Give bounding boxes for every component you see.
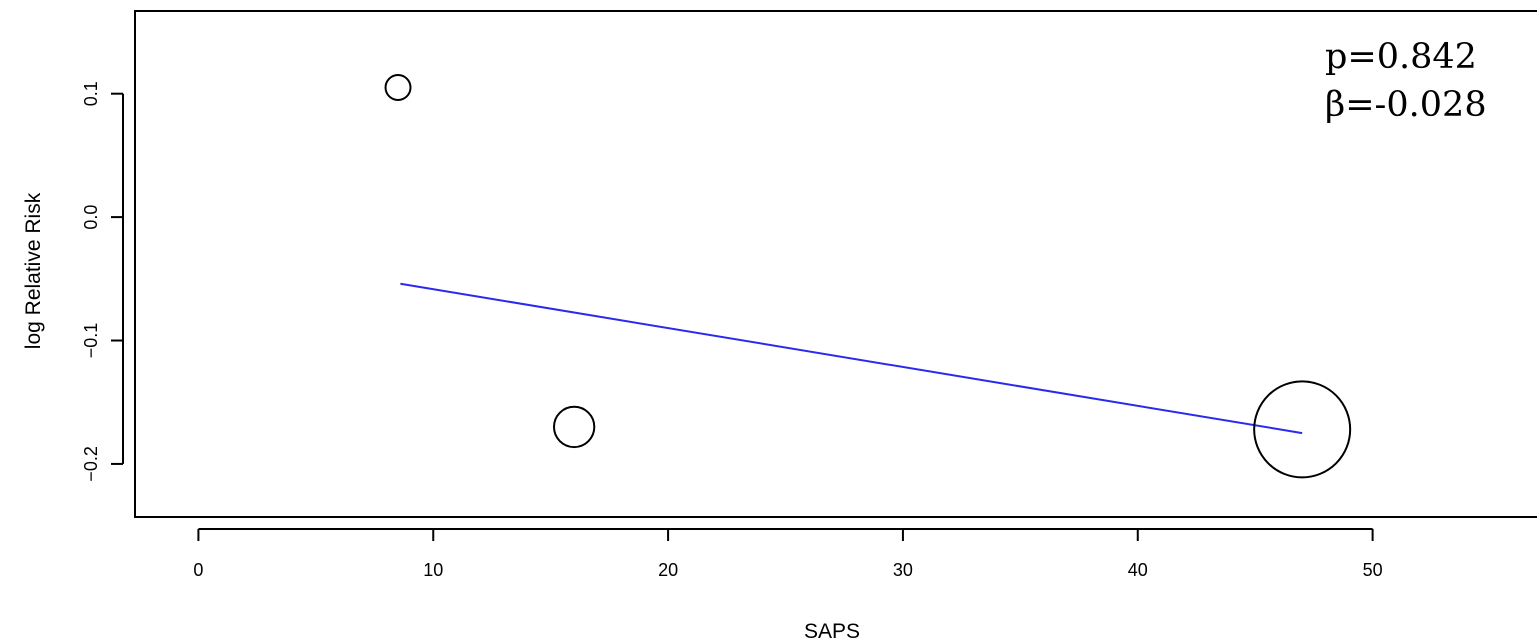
data-point bbox=[552, 405, 596, 449]
y-tick-label: 0.1 bbox=[81, 81, 101, 106]
x-axis-title: SAPS bbox=[804, 620, 860, 643]
plot-frame bbox=[134, 10, 1537, 518]
regression-line bbox=[400, 282, 1303, 435]
y-axis-title: log Relative Risk bbox=[22, 192, 45, 349]
points-group bbox=[384, 74, 1352, 479]
x-axis: 0 10 20 30 40 50 bbox=[193, 528, 1383, 580]
x-tick-label: 30 bbox=[893, 560, 913, 580]
x-tick-label: 0 bbox=[193, 560, 203, 580]
y-tick-label: −0.1 bbox=[81, 323, 101, 359]
beta-annotation: β=-0.028 bbox=[1325, 85, 1487, 125]
y-tick-label: −0.2 bbox=[81, 446, 101, 482]
annotations: p=0.842 β=-0.028 bbox=[1325, 37, 1487, 125]
data-point bbox=[1253, 380, 1352, 479]
x-tick-label: 10 bbox=[423, 560, 443, 580]
x-tick-label: 40 bbox=[1128, 560, 1148, 580]
x-tick-label: 20 bbox=[658, 560, 678, 580]
axes bbox=[134, 10, 1537, 518]
y-tick-label: 0.0 bbox=[81, 205, 101, 230]
data-point bbox=[384, 74, 412, 101]
regression-line-group bbox=[400, 282, 1303, 435]
x-tick-label: 50 bbox=[1363, 560, 1383, 580]
y-axis: 0.1 0.0 −0.1 −0.2 bbox=[81, 81, 124, 482]
p-value-annotation: p=0.842 bbox=[1325, 37, 1477, 77]
